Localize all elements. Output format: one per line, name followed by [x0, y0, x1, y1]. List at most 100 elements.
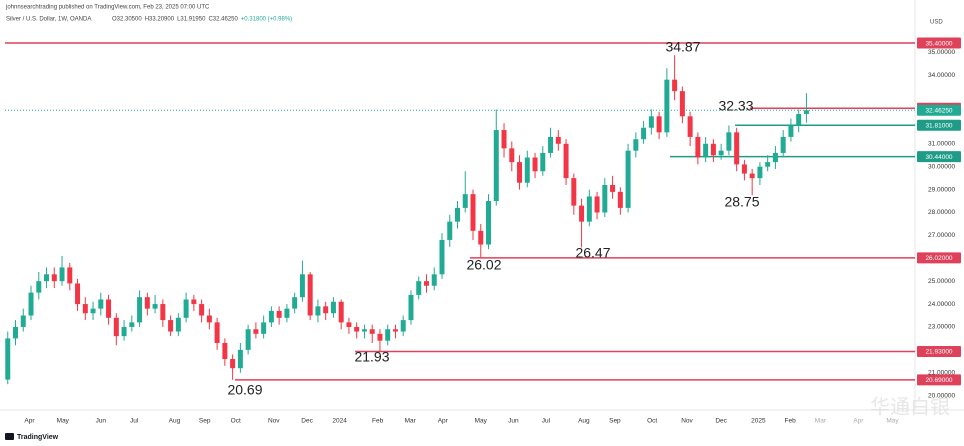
candle-body [98, 299, 104, 309]
candle-body [695, 136, 701, 158]
candle-body [687, 116, 693, 137]
candle-body [168, 320, 174, 332]
candle-body [75, 283, 81, 305]
candle-body [462, 194, 468, 208]
candle-body [253, 329, 259, 334]
candle-body [664, 79, 670, 133]
candle-body [90, 308, 96, 314]
price-tag [917, 252, 961, 264]
candle-body [230, 359, 236, 369]
y-tick-label: 28.00000 [928, 209, 955, 216]
candle-body [439, 239, 445, 275]
candle-body [447, 221, 453, 240]
ohlc-value: O32.30500 [112, 17, 142, 23]
candle-body [532, 157, 538, 172]
candle-body [648, 116, 654, 128]
candle-body [137, 297, 143, 323]
candle-body [51, 274, 57, 282]
candle-body [470, 194, 476, 231]
candle-body [672, 79, 678, 92]
y-tick-label: 31.00000 [928, 141, 955, 148]
x-tick-label: Nov [681, 418, 693, 425]
candle-body [780, 136, 786, 153]
candle-body [113, 317, 119, 337]
candle-body [641, 127, 647, 140]
price-tag-label: 35.40000 [925, 40, 952, 47]
candle-body [299, 274, 305, 298]
candle-body [214, 322, 220, 343]
candle-body [129, 322, 135, 327]
candle-body [478, 230, 484, 245]
candle-body [385, 329, 391, 341]
y-tick-label: 29.00000 [928, 186, 955, 193]
x-tick-label: Aug [578, 418, 590, 425]
candle-body [579, 205, 585, 222]
annotation: 34.87 [665, 39, 700, 55]
candle-body [741, 164, 747, 174]
candle-body [586, 196, 592, 222]
y-tick-label: 24.00000 [928, 301, 955, 308]
annotation: 26.02 [466, 257, 501, 273]
candle-body [501, 130, 507, 149]
x-tick-label: Aug [169, 418, 181, 425]
price-tag [917, 37, 961, 49]
candle-body [82, 304, 88, 314]
x-tick-label: Nov [268, 418, 280, 425]
y-tick-label: 21.00000 [928, 369, 955, 376]
x-tick-label: Feb [785, 418, 797, 425]
x-tick-label: Oct [231, 418, 241, 425]
candle-body [486, 201, 492, 245]
price-tag [917, 151, 961, 163]
candle-body [803, 110, 809, 114]
x-tick-label: Mar [815, 418, 827, 425]
footer-text: TradingView [17, 434, 59, 441]
price-tag-label: 20.69000 [925, 377, 952, 384]
ohlc-legend: O32.30500 H33.20900 L31.91950 C32.46250 +0.3… [112, 17, 292, 23]
candle-body [555, 136, 561, 144]
price-tag [917, 374, 961, 386]
candle-body [563, 143, 569, 179]
price-tag [917, 104, 961, 116]
ohlc-value: H33.20900 [145, 17, 175, 23]
candle-body [175, 317, 181, 332]
price-tag-label: 30.44000 [925, 154, 952, 161]
candle-body [431, 274, 437, 286]
candle-body [718, 150, 724, 156]
candle-body [625, 150, 631, 208]
price-tag-label: 26.02000 [925, 255, 952, 262]
symbol: Silver / U.S. Dollar, 1W, OANDA [6, 17, 91, 23]
candle-body [524, 157, 530, 183]
candle-body [121, 326, 127, 337]
x-tick-label: Feb [372, 418, 384, 425]
candle-body [703, 143, 709, 158]
x-tick-label: Jun [508, 418, 519, 425]
candle-body [765, 162, 771, 167]
y-tick-label: 20.00000 [928, 392, 955, 399]
candle-body [602, 185, 608, 213]
candle-body [710, 143, 716, 156]
x-tick-label: Mar [405, 418, 417, 425]
candle-body [369, 329, 375, 334]
footer: TradingView [5, 433, 59, 441]
candle-body [548, 136, 554, 153]
publish-info: johnnsearchtrading published on TradingV… [5, 5, 210, 11]
annotation: 32.33 [718, 98, 753, 114]
candle-body [796, 114, 802, 126]
candle-body [361, 329, 367, 332]
x-tick-label: Apr [853, 418, 864, 425]
x-tick-label: 2024 [332, 418, 347, 425]
logo [5, 433, 14, 440]
x-tick-label: Jul [542, 418, 551, 425]
x-tick-label: Sep [199, 418, 211, 425]
annotation: 28.75 [724, 194, 759, 210]
x-tick-label: May [475, 418, 488, 425]
ohlc-value: C32.46250 [208, 17, 238, 23]
candle-body [315, 306, 321, 316]
x-tick-label: 2025 [751, 418, 766, 425]
candle-body [323, 306, 329, 314]
candle-body [330, 301, 336, 314]
watermark: 华通白银 [870, 395, 950, 418]
annotation: 21.93 [354, 349, 389, 365]
